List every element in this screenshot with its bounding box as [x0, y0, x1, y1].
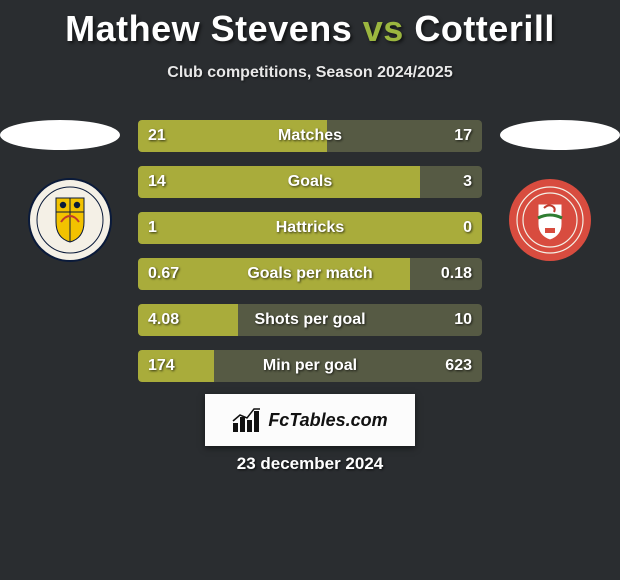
player-right-photo — [500, 120, 620, 150]
stat-label: Goals — [138, 166, 482, 198]
swindon-crest-icon — [508, 178, 592, 262]
vs-word: vs — [363, 8, 404, 49]
stat-row: 174623Min per goal — [138, 350, 482, 382]
stat-label: Shots per goal — [138, 304, 482, 336]
team-right-logo — [508, 178, 592, 262]
wimbledon-crest-icon — [28, 178, 112, 262]
date-text: 23 december 2024 — [0, 454, 620, 474]
team-left-logo — [28, 178, 112, 262]
subtitle: Club competitions, Season 2024/2025 — [0, 64, 620, 82]
comparison-infographic: Mathew Stevens vs Cotterill Club competi… — [0, 0, 620, 580]
page-title: Mathew Stevens vs Cotterill — [0, 0, 620, 50]
stat-row: 143Goals — [138, 166, 482, 198]
stat-label: Matches — [138, 120, 482, 152]
brand-text: FcTables.com — [268, 410, 387, 431]
stat-row: 2117Matches — [138, 120, 482, 152]
player-left-photo — [0, 120, 120, 150]
stat-row: 10Hattricks — [138, 212, 482, 244]
brand-box: FcTables.com — [205, 394, 415, 446]
stat-bars: 2117Matches 143Goals 10Hattricks 0.670.18Go… — [138, 120, 482, 396]
stat-label: Hattricks — [138, 212, 482, 244]
stat-label: Min per goal — [138, 350, 482, 382]
player-left-name: Mathew Stevens — [65, 8, 352, 49]
stat-row: 4.0810Shots per goal — [138, 304, 482, 336]
stat-label: Goals per match — [138, 258, 482, 290]
player-right-name: Cotterill — [414, 8, 555, 49]
brand-chart-icon — [232, 407, 262, 433]
stat-row: 0.670.18Goals per match — [138, 258, 482, 290]
